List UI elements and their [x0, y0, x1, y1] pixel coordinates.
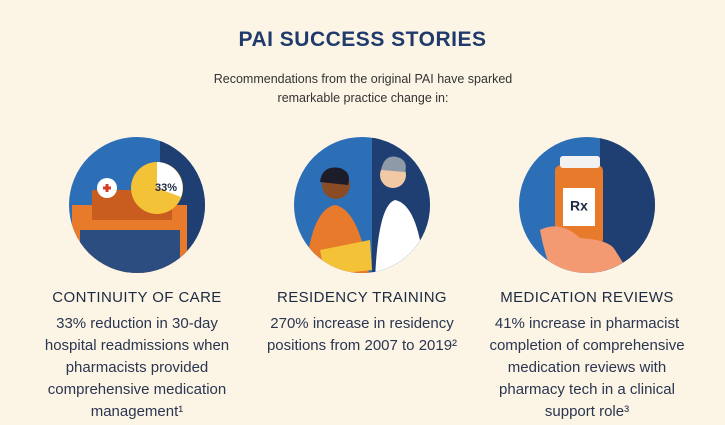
badge: Rx — [570, 198, 588, 214]
care-icon: 33% — [69, 137, 205, 273]
badge: 33% — [155, 182, 177, 194]
item-text: 33% reduction in 30-day hospital readmis… — [44, 315, 230, 420]
subtitle: Recommendations from the original PAI ha… — [213, 72, 513, 105]
title: PAI SUCCESS STORIES — [238, 28, 487, 51]
residency-icon — [294, 137, 430, 273]
item-text: 41% increase in pharmacist completion of… — [489, 315, 685, 420]
item-text: 270% increase in residency positions fro… — [266, 315, 458, 354]
item-heading: MEDICATION REVIEWS — [500, 289, 674, 306]
medication-icon: Rx — [519, 137, 655, 273]
item-heading: RESIDENCY TRAINING — [276, 289, 447, 306]
item-heading: CONTINUITY OF CARE — [52, 289, 222, 306]
